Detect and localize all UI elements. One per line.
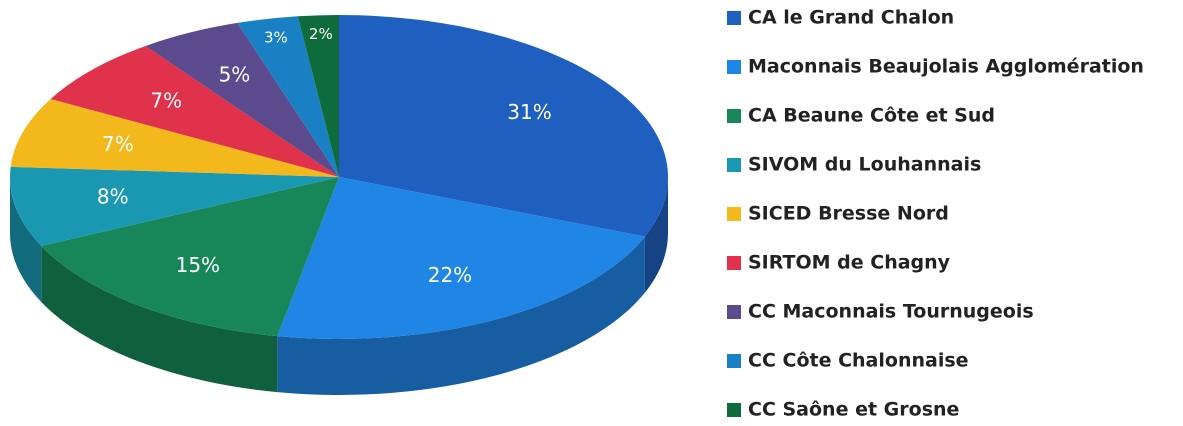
legend-swatch (727, 305, 741, 319)
data-label: 31% (507, 100, 551, 124)
slice (297, 15, 339, 177)
slice-side (41, 245, 278, 393)
data-label: 8% (97, 185, 129, 209)
legend-label: CA le Grand Chalon (748, 7, 954, 29)
legend-label: CC Saône et Grosne (748, 399, 959, 421)
slice (237, 16, 339, 177)
data-label: 15% (176, 253, 220, 277)
legend-label: SIVOM du Louhannais (748, 154, 981, 176)
data-label: 3% (264, 28, 288, 46)
slice (50, 45, 340, 178)
data-label: 7% (102, 132, 134, 156)
data-label: 7% (150, 89, 182, 113)
slice (145, 22, 339, 177)
slice-side (644, 177, 668, 293)
slice-side (277, 236, 645, 395)
legend-label: CC Côte Chalonnaise (748, 350, 969, 372)
slice (339, 15, 669, 237)
legend-label: SIRTOM de Chagny (748, 252, 951, 274)
data-label: 22% (428, 263, 472, 287)
legend-swatch (727, 109, 741, 123)
legend-label: Maconnais Beaujolais Agglomération (748, 56, 1144, 78)
slice-side (10, 177, 42, 302)
legend-swatch (727, 256, 741, 270)
legend-swatch (727, 403, 741, 417)
legend-label: CA Beaune Côte et Sud (748, 105, 995, 127)
slice (277, 177, 645, 340)
data-label: 5% (219, 62, 251, 86)
legend-label: SICED Bresse Nord (748, 203, 949, 225)
slice (10, 98, 340, 177)
legend-swatch (727, 11, 741, 25)
slice (9, 166, 339, 246)
data-label: 2% (309, 25, 333, 43)
legend-swatch (727, 158, 741, 172)
legend-swatch (727, 354, 741, 368)
slice (41, 177, 340, 337)
legend-swatch (727, 207, 741, 221)
legend-swatch (727, 60, 741, 74)
legend-label: CC Maconnais Tournugeois (748, 301, 1034, 323)
